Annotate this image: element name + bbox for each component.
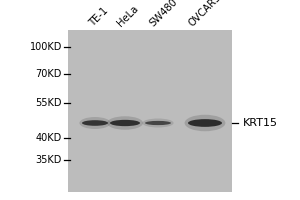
Ellipse shape: [184, 115, 225, 131]
Text: 100KD: 100KD: [30, 42, 62, 52]
Ellipse shape: [188, 119, 222, 127]
Text: 55KD: 55KD: [35, 98, 62, 108]
Text: 40KD: 40KD: [36, 133, 62, 143]
Text: SW480: SW480: [148, 0, 180, 28]
Ellipse shape: [110, 120, 140, 126]
Text: 70KD: 70KD: [36, 69, 62, 79]
Ellipse shape: [145, 121, 171, 125]
Ellipse shape: [107, 116, 143, 130]
Ellipse shape: [80, 117, 111, 129]
Bar: [68, 30, 232, 192]
Text: OVCAR3: OVCAR3: [187, 0, 223, 28]
Text: HeLa: HeLa: [115, 3, 140, 28]
Text: 35KD: 35KD: [36, 155, 62, 165]
Ellipse shape: [82, 120, 108, 126]
Text: TE-1: TE-1: [88, 5, 111, 28]
Text: KRT15: KRT15: [243, 118, 278, 128]
Ellipse shape: [142, 118, 174, 128]
